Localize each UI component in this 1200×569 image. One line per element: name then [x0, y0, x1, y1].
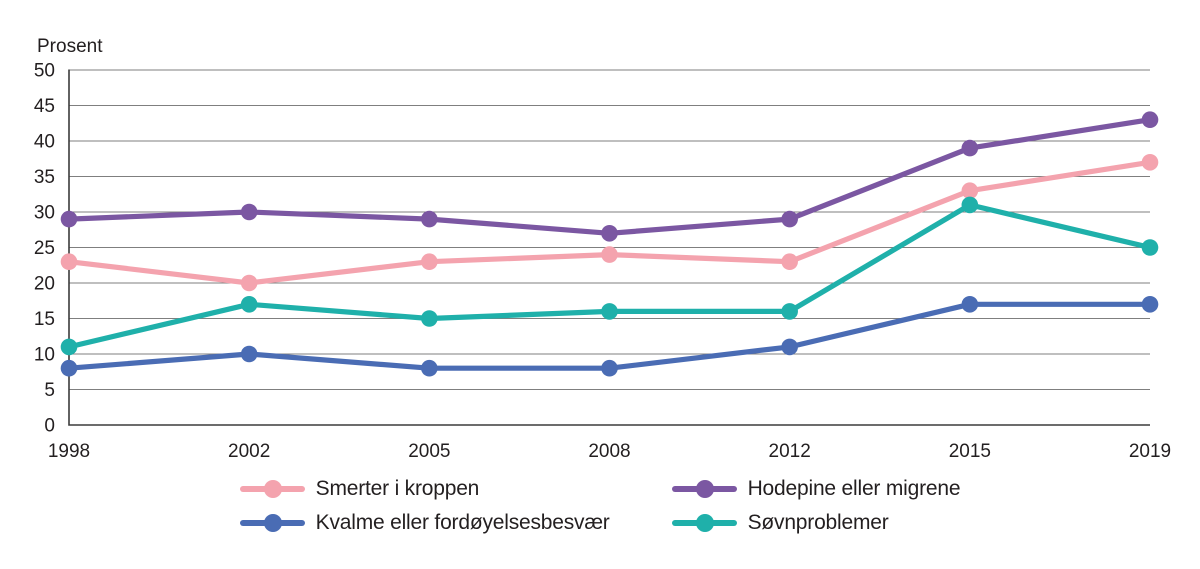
x-tick-label: 2002: [228, 441, 270, 462]
data-point: [781, 303, 798, 320]
data-point: [421, 310, 438, 327]
legend-label: Hodepine eller migrene: [747, 477, 961, 500]
legend-label: Søvnproblemer: [747, 511, 889, 534]
legend-dot-icon: [263, 514, 282, 532]
x-tick-label: 2012: [769, 441, 811, 462]
legend-line-marker-icon: [671, 480, 737, 498]
legend-item: Søvnproblemer: [671, 511, 961, 534]
legend-line-marker-icon: [239, 514, 305, 532]
y-tick-label: 0: [44, 416, 55, 437]
y-tick-label: 20: [34, 274, 55, 295]
data-point: [601, 246, 618, 263]
legend-dot-icon: [695, 480, 714, 498]
data-point: [240, 345, 258, 363]
x-tick-label: 1998: [48, 441, 90, 462]
data-point: [1141, 239, 1159, 256]
x-tick-label: 2019: [1129, 441, 1171, 462]
x-tick-label: 2008: [588, 441, 630, 462]
data-point: [60, 338, 78, 356]
y-tick-label: 50: [34, 61, 55, 82]
legend-grid: Smerter i kroppen Hodepine eller migrene K…: [239, 477, 961, 534]
y-tick-label: 5: [44, 380, 55, 401]
legend-item: Smerter i kroppen: [239, 477, 610, 500]
legend-item: Kvalme eller fordøyelsesbesvær: [239, 511, 610, 534]
data-point: [60, 210, 78, 228]
legend-label: Kvalme eller fordøyelsesbesvær: [315, 511, 610, 534]
data-point: [961, 182, 979, 199]
data-point: [961, 296, 979, 313]
data-point: [240, 274, 258, 292]
axes: [68, 69, 1150, 426]
legend-dot-icon: [263, 480, 282, 498]
data-point: [781, 253, 798, 270]
data-point: [1141, 154, 1159, 171]
y-tick-label: 45: [34, 96, 55, 117]
data-point: [961, 139, 979, 157]
data-point: [421, 253, 438, 270]
y-axis-title: Prosent: [37, 36, 103, 57]
chart-legend: Smerter i kroppen Hodepine eller migrene K…: [0, 477, 1200, 534]
y-tick-label: 10: [34, 345, 55, 366]
data-point: [60, 359, 78, 377]
data-point: [601, 225, 618, 242]
data-point: [60, 253, 78, 270]
data-point: [601, 359, 618, 377]
legend-line-marker-icon: [671, 514, 737, 532]
data-point: [781, 210, 798, 228]
data-point: [1141, 296, 1159, 313]
y-tick-label: 30: [34, 203, 55, 224]
data-point: [961, 196, 979, 214]
y-tick-label: 40: [34, 132, 55, 153]
legend-item: Hodepine eller migrene: [671, 477, 961, 500]
y-tick-label: 15: [34, 309, 55, 330]
legend-dot-icon: [695, 514, 714, 532]
data-point: [781, 338, 798, 356]
data-point: [421, 210, 438, 228]
legend-line-marker-icon: [239, 480, 305, 498]
legend-label: Smerter i kroppen: [315, 477, 480, 500]
data-series: [60, 111, 1159, 377]
data-point: [1141, 111, 1159, 128]
x-tick-label: 2005: [408, 441, 450, 462]
data-point: [240, 203, 258, 221]
y-tick-label: 25: [34, 238, 55, 259]
series-line: [66, 159, 1153, 286]
data-point: [601, 303, 618, 320]
axis-lines: [68, 69, 1150, 426]
data-point: [421, 359, 438, 377]
x-tick-label: 2015: [949, 441, 991, 462]
y-tick-label: 35: [34, 167, 55, 188]
data-point: [240, 296, 258, 313]
axis-tick-labels: 0 5 10 15 20 25 30 35 40 45 50 1998 2002 2005 2008 2012…: [34, 61, 1171, 463]
